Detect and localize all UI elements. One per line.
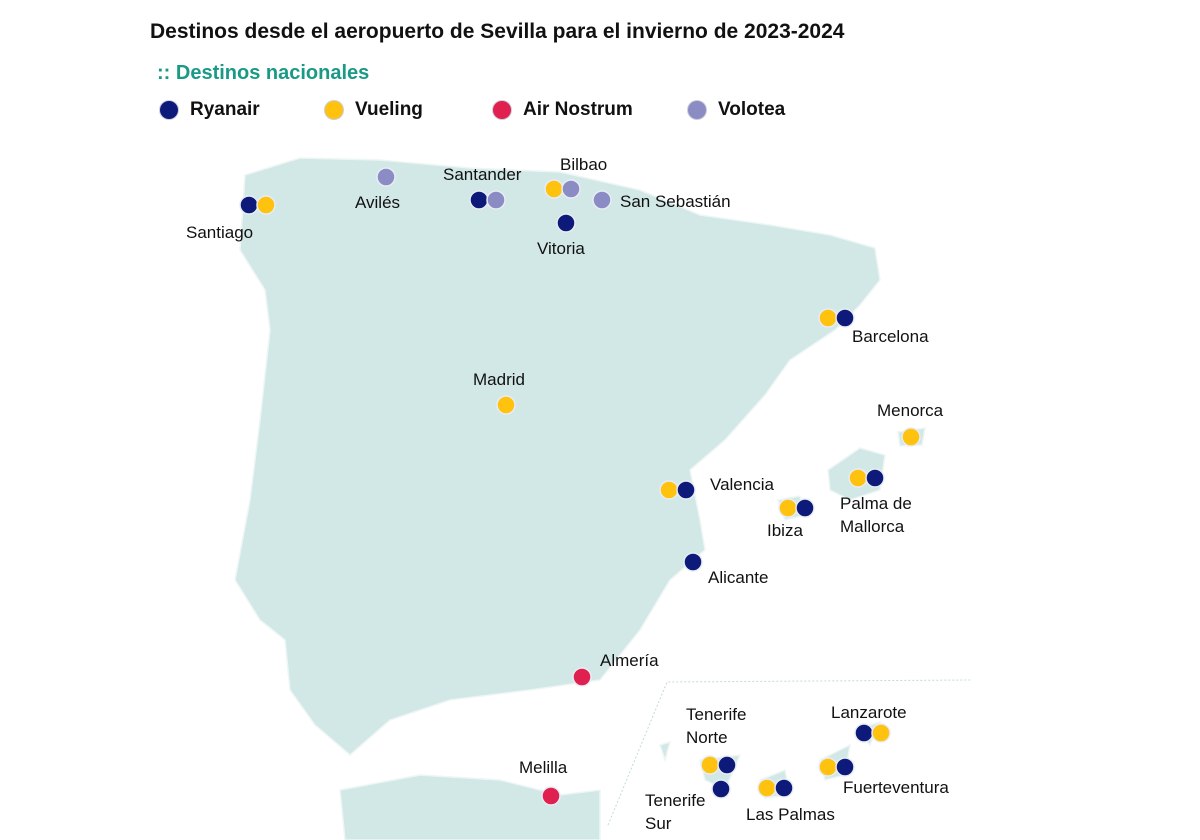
- destination-almería: Almería: [572, 651, 659, 687]
- air-nostrum-marker: [572, 667, 592, 687]
- destination-label: Menorca: [877, 401, 944, 420]
- destination-label: Valencia: [710, 475, 774, 494]
- destination-label: Bilbao: [560, 155, 607, 174]
- ryanair-marker: [717, 755, 737, 775]
- legend-label: Ryanair: [190, 99, 260, 120]
- volotea-dot-icon: [688, 101, 706, 119]
- vueling-dot-icon: [325, 101, 343, 119]
- destination-santiago: Santiago: [186, 195, 276, 242]
- destination-menorca: Menorca: [877, 401, 944, 447]
- ryanair-marker: [711, 779, 731, 799]
- ryanair-marker: [854, 723, 874, 743]
- destination-label: Sur: [645, 814, 672, 833]
- vueling-marker: [544, 179, 564, 199]
- legend-item-ryanair: Ryanair: [160, 99, 325, 121]
- destination-alicante: Alicante: [683, 552, 768, 587]
- legend-label: Vueling: [355, 99, 423, 120]
- destination-label: Almería: [600, 651, 659, 670]
- destination-madrid: Madrid: [473, 370, 525, 415]
- legend: Ryanair Vueling Air Nostrum Volotea: [160, 99, 785, 121]
- inset-divider: [607, 679, 971, 826]
- destination-lanzarote: Lanzarote: [831, 703, 907, 743]
- destination-label: San Sebastián: [620, 192, 731, 211]
- vueling-marker: [256, 195, 276, 215]
- destination-label: Santander: [443, 165, 522, 184]
- air-nostrum-marker: [541, 786, 561, 806]
- destination-las-palmas: Las Palmas: [746, 778, 835, 824]
- legend-label: Volotea: [718, 99, 786, 120]
- ryanair-dot-icon: [160, 101, 178, 119]
- vueling-marker: [818, 308, 838, 328]
- ryanair-marker: [676, 480, 696, 500]
- volotea-marker: [592, 190, 612, 210]
- legend-item-vueling: Vueling: [325, 99, 493, 121]
- destination-san-sebastián: San Sebastián: [592, 190, 731, 211]
- destination-label: Santiago: [186, 223, 253, 242]
- ryanair-marker: [239, 195, 259, 215]
- morocco-coast: [339, 774, 601, 840]
- vueling-marker: [496, 395, 516, 415]
- ryanair-marker: [865, 468, 885, 488]
- destination-fuerteventura: Fuerteventura: [818, 757, 949, 797]
- destination-santander: Santander: [443, 165, 522, 210]
- vueling-marker: [757, 778, 777, 798]
- vueling-marker: [659, 480, 679, 500]
- destination-label: Ibiza: [767, 521, 803, 540]
- destination-label: Alicante: [708, 568, 768, 587]
- volotea-marker: [561, 179, 581, 199]
- destination-label: Madrid: [473, 370, 525, 389]
- destination-bilbao: Bilbao: [544, 155, 607, 199]
- ryanair-marker: [556, 213, 576, 233]
- destination-label: Mallorca: [840, 517, 905, 536]
- destination-palma-de: Palma de Mallorca: [840, 468, 912, 536]
- destination-tenerife: Tenerife Norte: [686, 705, 746, 775]
- destination-label: Tenerife: [686, 705, 746, 724]
- ryanair-marker: [835, 757, 855, 777]
- destination-vitoria: Vitoria: [537, 213, 585, 258]
- map-title: Destinos desde el aeropuerto de Sevilla …: [150, 20, 845, 43]
- vueling-marker: [700, 755, 720, 775]
- ryanair-marker: [683, 552, 703, 572]
- destination-label: Vitoria: [537, 239, 585, 258]
- destination-label: Palma de: [840, 494, 912, 513]
- destination-label: Fuerteventura: [843, 778, 949, 797]
- destination-melilla: Melilla: [519, 758, 568, 806]
- ryanair-marker: [835, 308, 855, 328]
- destination-avilés: Avilés: [355, 167, 400, 212]
- destination-label: Barcelona: [852, 327, 929, 346]
- destination-ibiza: Ibiza: [767, 498, 815, 540]
- destination-valencia: Valencia: [659, 475, 774, 500]
- ryanair-marker: [774, 778, 794, 798]
- vueling-marker: [818, 757, 838, 777]
- air-nostrum-dot-icon: [493, 101, 511, 119]
- ryanair-marker: [469, 190, 489, 210]
- iberian-peninsula: [234, 157, 881, 756]
- vueling-marker: [778, 498, 798, 518]
- destination-label: Melilla: [519, 758, 568, 777]
- destination-label: Lanzarote: [831, 703, 907, 722]
- destination-label: Tenerife: [645, 791, 705, 810]
- volotea-marker: [376, 167, 396, 187]
- legend-item-air-nostrum: Air Nostrum: [493, 99, 688, 121]
- destination-barcelona: Barcelona: [818, 308, 929, 346]
- vueling-marker: [901, 427, 921, 447]
- vueling-marker: [848, 468, 868, 488]
- map-subtitle: :: Destinos nacionales: [157, 62, 370, 84]
- vueling-marker: [871, 723, 891, 743]
- legend-label: Air Nostrum: [523, 99, 633, 120]
- volotea-marker: [486, 190, 506, 210]
- destination-label: Avilés: [355, 193, 400, 212]
- destination-label: Las Palmas: [746, 805, 835, 824]
- destination-tenerife: Tenerife Sur: [645, 779, 731, 833]
- legend-item-volotea: Volotea: [688, 99, 785, 121]
- destination-label: Norte: [686, 728, 728, 747]
- ryanair-marker: [795, 498, 815, 518]
